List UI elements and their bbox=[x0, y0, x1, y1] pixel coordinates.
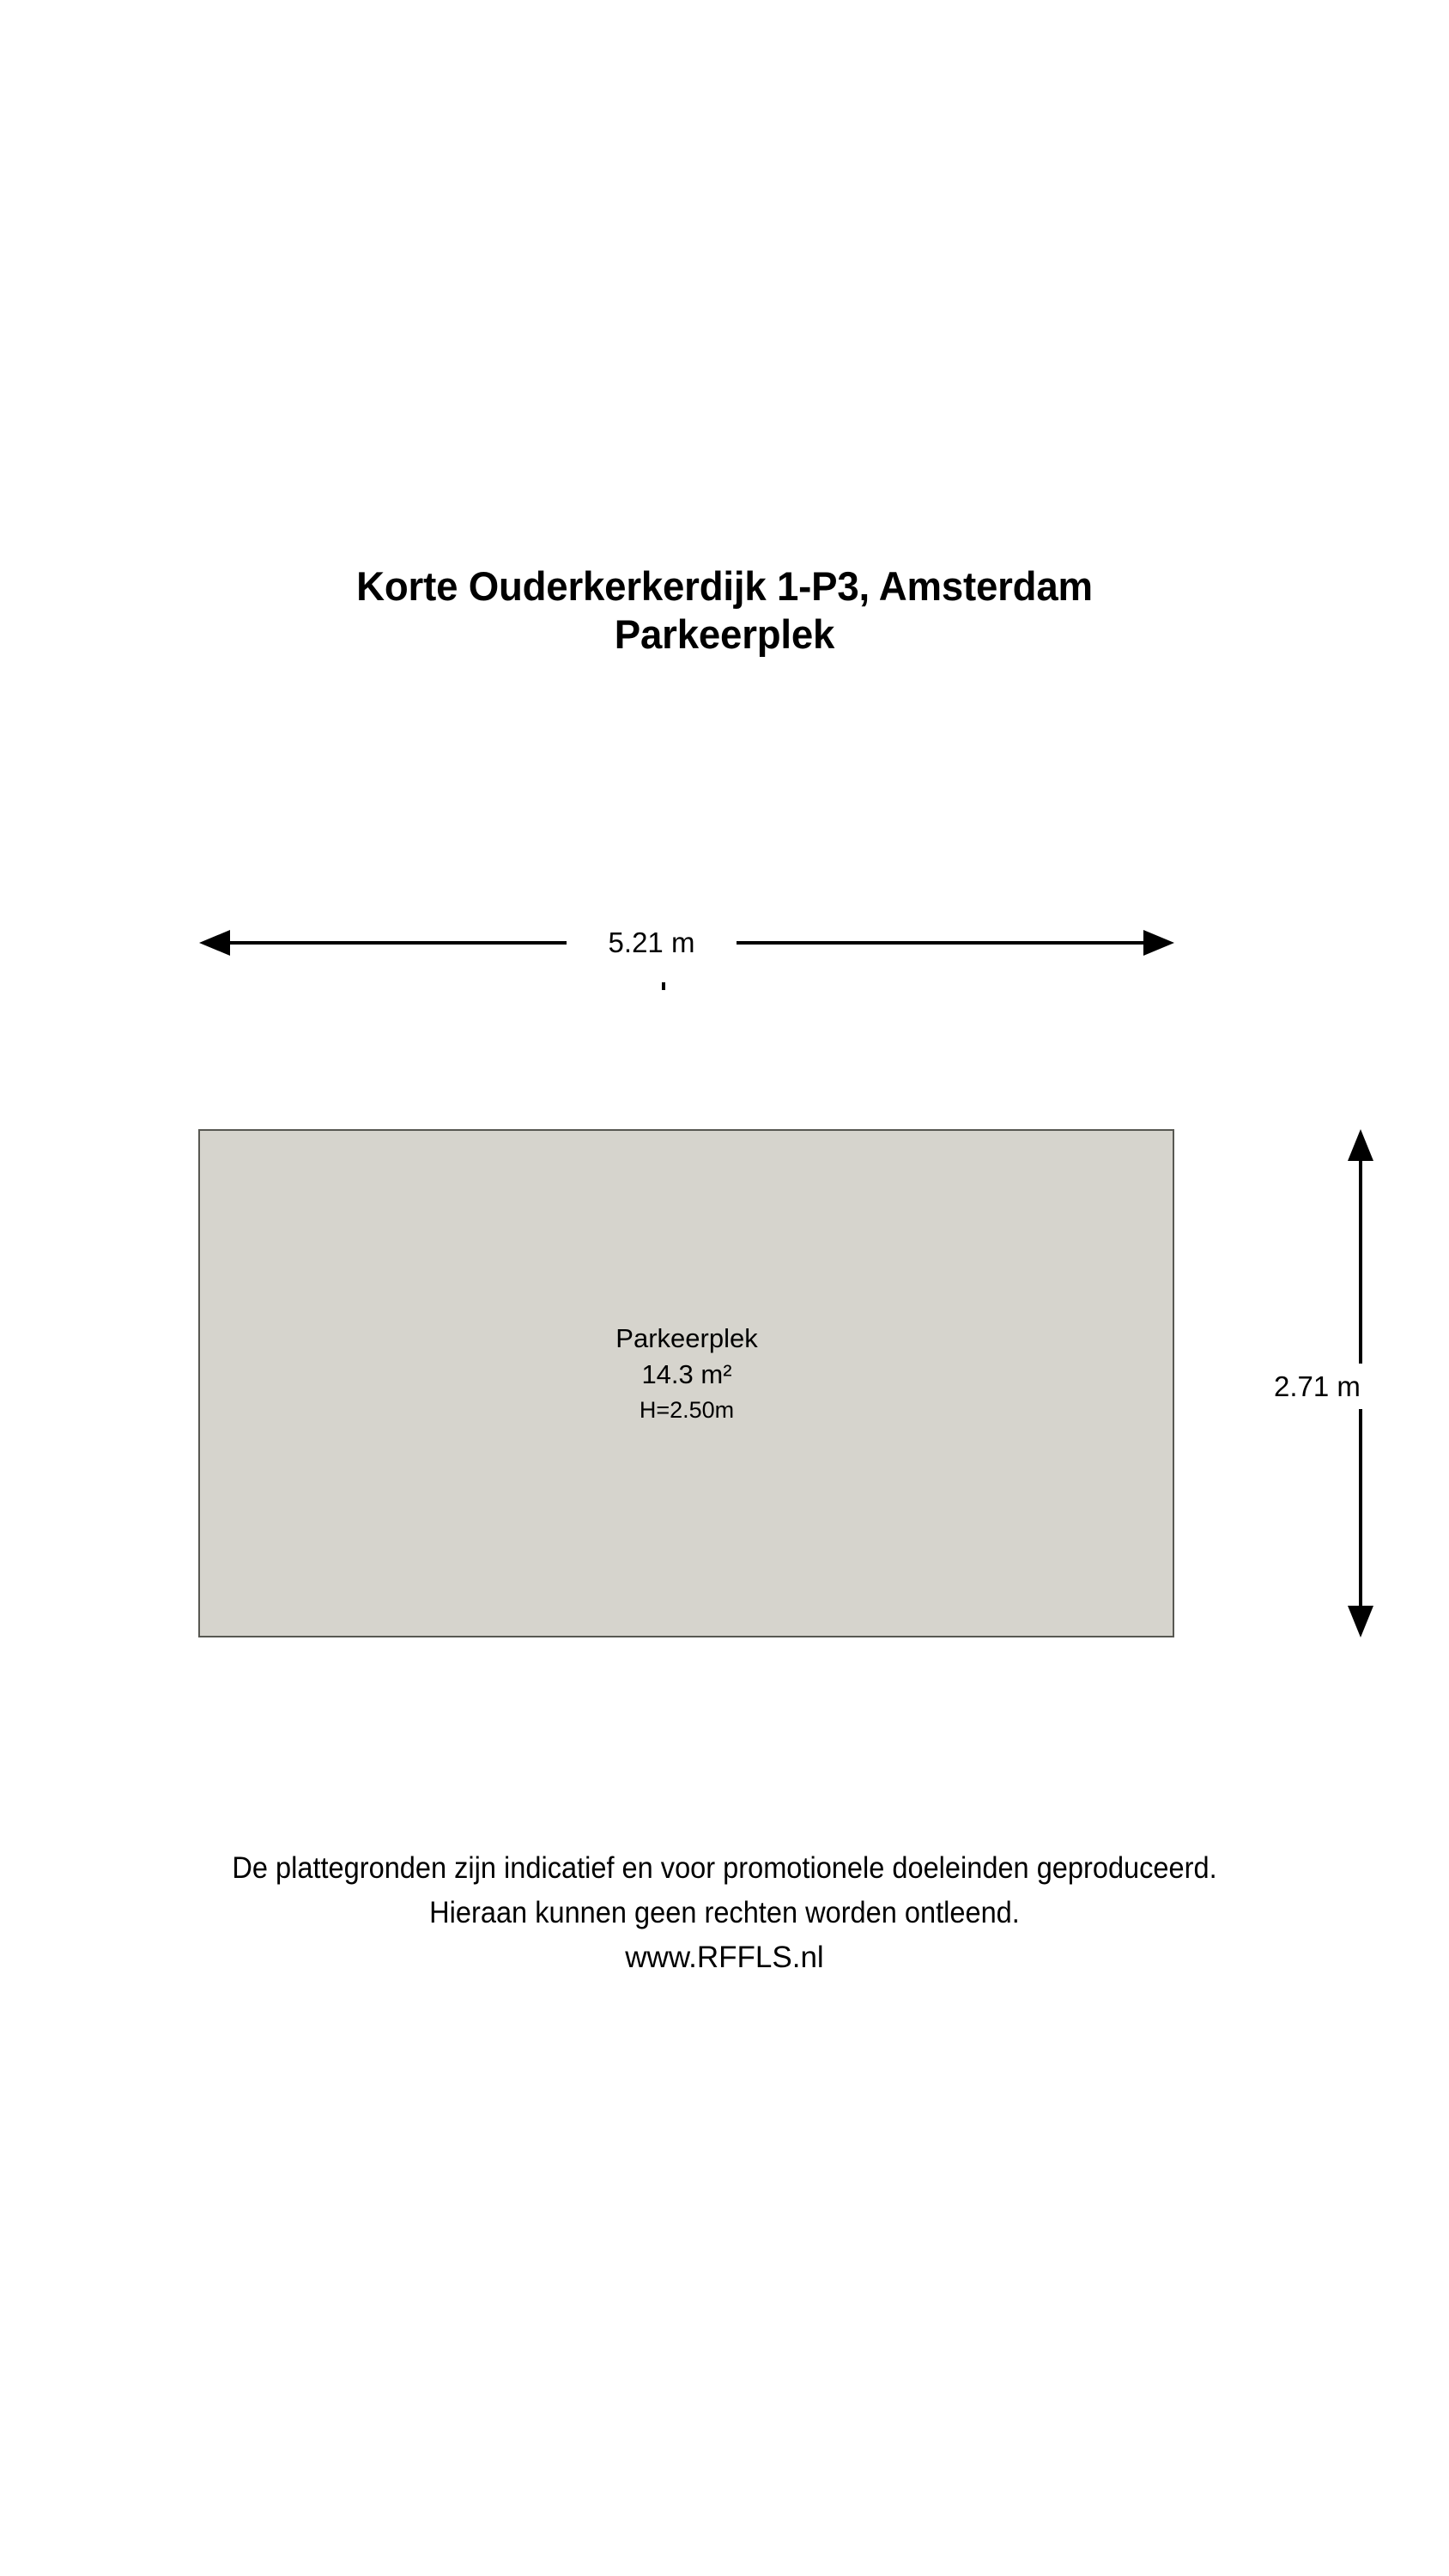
footer-line-2: Hieraan kunnen geen rechten worden ontle… bbox=[429, 1896, 1020, 1929]
room-height: H=2.50m bbox=[639, 1397, 735, 1423]
footer-disclaimer: De plattegronden zijn indicatief en voor… bbox=[0, 1846, 1449, 1980]
dimension-tick-mark bbox=[662, 982, 665, 990]
room-area: 14.3 m² bbox=[641, 1359, 732, 1389]
page-title: Korte Ouderkerkerdijk 1-P3, Amsterdam Pa… bbox=[0, 562, 1449, 659]
title-line-subject: Parkeerplek bbox=[614, 611, 835, 657]
arrowhead-up-icon bbox=[1348, 1129, 1373, 1161]
horizontal-dimension-label: 5.21 m bbox=[567, 927, 737, 959]
footer-website-url[interactable]: www.RFFLS.nl bbox=[625, 1941, 824, 1974]
arrowhead-down-icon bbox=[1348, 1606, 1373, 1637]
arrowhead-left-icon bbox=[199, 930, 230, 956]
room-polygon-parkeerplek bbox=[198, 1129, 1174, 1637]
title-line-address: Korte Ouderkerkerdijk 1-P3, Amsterdam bbox=[356, 563, 1093, 609]
arrowhead-right-icon bbox=[1143, 930, 1174, 956]
vertical-dimension-label: 2.71 m bbox=[1270, 1369, 1449, 1405]
room-name: Parkeerplek bbox=[615, 1323, 758, 1353]
footer-line-1: De plattegronden zijn indicatief en voor… bbox=[232, 1851, 1217, 1885]
room-label: Parkeerplek 14.3 m² H=2.50m bbox=[481, 1321, 893, 1427]
